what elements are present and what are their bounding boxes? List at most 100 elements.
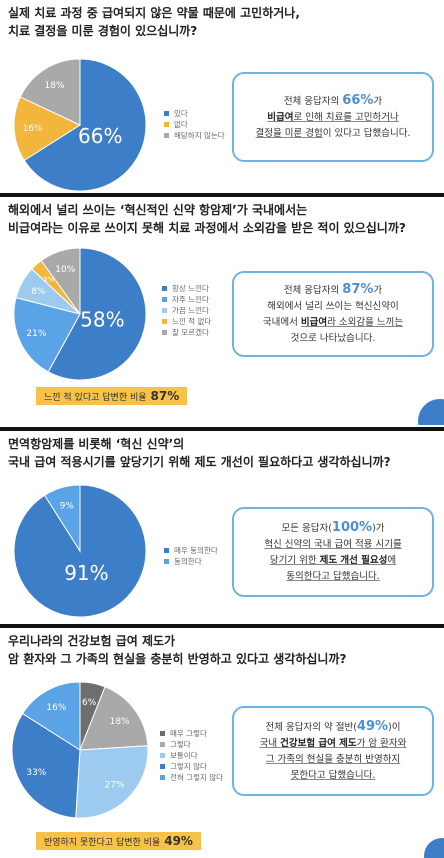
legend-item: 매우 그렇다 [160,728,223,739]
pie-slice [79,686,149,751]
legend-item: 잘 모르겠다 [162,327,211,338]
pie-chart-4: 6% 18% 27% 33% 16% [11,681,149,819]
pie-slice-label: 58% [80,308,124,332]
question-1-line-1: 실제 치료 과정 중 급여되지 않은 약물 때문에 고민하거나, [8,6,300,20]
legend-item: 동의한다 [164,556,218,567]
legend-item: 매우 동의한다 [164,545,218,556]
legend-label: 동의한다 [174,557,202,566]
legend-swatch [164,122,169,127]
legend-swatch [160,764,165,769]
legend-label: 자주 느낀다 [172,295,209,304]
pie-slice [19,58,81,126]
question-4-line-2: 암 환자와 그 가족의 현실을 충분히 반영하고 있다고 생각하십니까? [8,652,347,666]
legend-item: 그렇다 [160,739,223,750]
pie-slice [21,681,81,751]
legend-swatch [160,742,165,747]
legend-swatch [162,297,167,302]
pie-slice-label: 6% [82,698,97,708]
pie-slice-label: 8% [31,287,46,297]
pill-decoration-icon [424,838,444,858]
pie-slice-label: 21% [26,329,46,339]
survey-section-3: 면역항암제를 비롯해 ‘혁신 신약’의 국내 급여 적용시기를 앞당기기 위해 … [0,431,444,627]
legend-label: 가끔 느낀다 [172,306,209,315]
pill-decoration-icon [418,399,444,425]
legend-label: 항상 느낀다 [172,284,209,293]
pie-chart-3: 91% 9% [13,484,147,618]
legend-swatch [162,319,167,324]
pie-slice-label: 16% [46,703,66,713]
pie-slice-label: 18% [45,81,65,91]
legend-item: 느낀 적 없다 [162,316,211,327]
legend-item: 전혀 그렇지 않다 [160,772,223,783]
question-1: 실제 치료 과정 중 급여되지 않은 약물 때문에 고민하거나, 치료 결정을 … [8,4,438,40]
survey-section-1: 실제 치료 과정 중 급여되지 않은 약물 때문에 고민하거나, 치료 결정을 … [0,0,444,196]
pie-slice-label: 66% [78,124,122,148]
pie-slice [23,58,147,192]
question-1-line-2: 치료 결정을 미룬 경험이 있으십니까? [8,24,198,38]
question-3-line-2: 국내 급여 적용시기를 앞당기기 위해 제도 개선이 필요하다고 생각하십니까? [8,455,391,469]
section-divider [0,193,444,197]
pie-slice-label: 9% [60,501,75,511]
pie-chart-1: 66% 16% 18% [13,58,147,192]
legend-label: 없다 [174,120,188,129]
pie-slice-label: 91% [64,561,108,585]
legend-swatch [160,753,165,758]
pie-slice-label: 33% [26,768,46,778]
pie-slice [47,247,147,381]
legend-swatch [160,775,165,780]
legend-item: 있다 [164,108,225,119]
pie-slice-label: 3% [43,275,54,283]
legend-swatch [164,133,169,138]
callout-4: 전체 응답자의 약 절반(49%)이 국내 건강보험 급여 제도가 암 환자와 … [232,706,434,796]
legend-item: 없다 [164,119,225,130]
legend-swatch [164,559,169,564]
pie-slice [43,484,81,553]
survey-section-4: 우리나라의 건강보험 급여 제도가 암 환자와 그 가족의 현실을 충분히 반영… [0,628,444,858]
legend-label: 느낀 적 없다 [172,317,212,326]
legend-swatch [162,330,167,335]
note-badge-2: 느낀 적 있다고 답변한 비율 87% [36,387,188,405]
legend-label: 잘 모르겠다 [172,328,209,337]
legend-swatch [164,548,169,553]
callout-3: 모든 응답자(100%)가 혁신 신약의 국내 급여 적용 시기를 당기기 위한… [232,507,434,597]
question-2-line-2: 비급여라는 이유로 쓰이지 못해 치료 과정에서 소외감을 받은 적이 있으십니… [8,221,406,235]
legend-item: 그렇지 않다 [160,761,223,772]
legend-item: 자주 느낀다 [162,294,211,305]
pie-slice [13,296,81,373]
survey-section-2: 해외에서 널리 쓰이는 ‘혁신적인 신약 항암제’가 국내에서는 비급여라는 이… [0,197,444,429]
legend-label: 매우 동의한다 [174,546,218,555]
pie-slice-label: 10% [55,265,75,275]
question-4: 우리나라의 건강보험 급여 제도가 암 환자와 그 가족의 현실을 충분히 반영… [8,632,438,668]
pie-slice [40,247,81,316]
pie-slice [75,745,149,819]
question-3: 면역항암제를 비롯해 ‘혁신 신약’의 국내 급여 적용시기를 앞당기기 위해 … [8,435,438,471]
legend-label: 그렇다 [170,740,191,749]
note-badge-4: 반영하지 못한다고 답변한 비율 49% [36,832,201,850]
pie-slice-label: 16% [23,124,43,134]
pie-slice-label: 18% [110,717,130,727]
question-3-line-1: 면역항암제를 비롯해 ‘혁신 신약’의 [8,437,185,451]
section-divider [0,624,444,628]
pie-slice [13,96,82,162]
legend-swatch [162,308,167,313]
legend-label: 전혀 그렇지 않다 [170,773,224,782]
legend-swatch [160,731,165,736]
callout-1: 전체 응답자의 66%가 비급여로 인해 치료를 고민하거나 결정을 미룬 경험… [232,72,434,162]
legend-label: 매우 그렇다 [170,729,207,738]
section-divider [0,427,444,431]
legend-item: 해당하지 않는다 [164,130,225,141]
pie-chart-2: 58% 21% 8% 3%10% [13,247,147,381]
legend-label: 보통이다 [170,751,198,760]
legend-item: 가끔 느낀다 [162,305,211,316]
question-4-line-1: 우리나라의 건강보험 급여 제도가 [8,634,176,648]
legend-label: 해당하지 않는다 [174,131,225,140]
legend-swatch [162,286,167,291]
legend-label: 있다 [174,109,188,118]
legend-swatch [164,111,169,116]
legend-label: 그렇지 않다 [170,762,207,771]
question-2-line-1: 해외에서 널리 쓰이는 ‘혁신적인 신약 항암제’가 국내에서는 [8,203,308,217]
callout-2: 전체 응답자의 87%가 해외에서 널리 쓰이는 혁신신약이 국내에서 비급여라… [232,271,434,357]
